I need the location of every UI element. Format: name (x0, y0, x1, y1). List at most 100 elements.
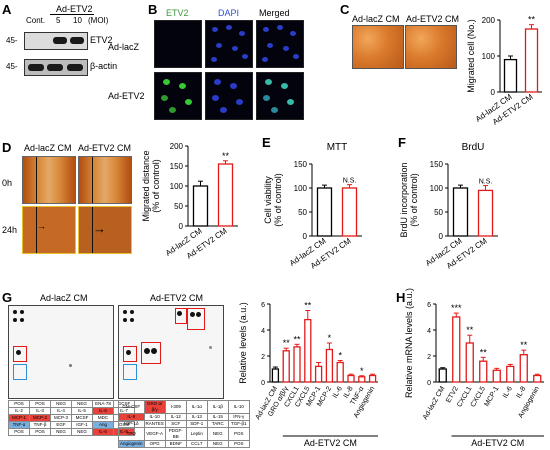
y-tick-label: 6 (261, 302, 265, 309)
array-table-cell: POS (227, 440, 250, 448)
y-axis-label: Migrated distance (141, 150, 151, 221)
array-table-cell: IL-5 (71, 407, 93, 415)
array-table-cell: CCL7 (185, 440, 208, 448)
array-table-cell: VEGF-A (143, 427, 166, 441)
bar (503, 58, 518, 93)
image-lacz-dapi (205, 20, 253, 68)
panel-h-label: H (396, 290, 406, 305)
bar (347, 374, 355, 383)
actin-band-3 (67, 64, 83, 71)
significance-label: ** (520, 340, 528, 350)
bar (314, 365, 323, 383)
y-tick-label: 150 (294, 160, 308, 169)
array-table-cell: IL-6 (92, 407, 114, 415)
y-tick-label: 50 (298, 208, 307, 217)
transwell-image-lacz (352, 25, 404, 69)
array-table-cell: IL-13 (185, 413, 208, 421)
bar (336, 361, 344, 383)
array-table-row: POS POS NEG NEG ENA-78 GCSF (8, 400, 135, 408)
y-tick-label: 2 (427, 354, 431, 361)
array-table-cell: IL-3 (29, 407, 51, 415)
image-etv2-dapi (205, 72, 253, 120)
bar (341, 187, 358, 237)
y-axis-label: Relative mRNA levels (a.u.) (404, 288, 414, 398)
y-tick-label: 100 (294, 184, 308, 193)
array-table-row: IL-8 IL-10 IL-12 IL-13 IL-15 IFN-γ (118, 413, 250, 421)
y-tick-label: 4 (261, 328, 265, 335)
bar (477, 189, 494, 237)
array-table-cell: TNF-α (8, 421, 30, 429)
bar (438, 368, 447, 383)
array-table-cell: IL-1α (185, 400, 208, 414)
time-label-0h: 0h (2, 178, 13, 188)
bar (452, 316, 461, 383)
bar (282, 350, 290, 383)
significance-label: ** (222, 151, 230, 161)
highlight-box-blue (123, 364, 137, 380)
etv2-band-5 (53, 37, 67, 44)
array-table-cell: OPG (143, 440, 166, 448)
array-table-cell: IL-4 (50, 407, 72, 415)
array-table-cell: MIP-1δ (118, 420, 145, 428)
array-table-cell: PDGF-BB (164, 427, 187, 441)
bar (217, 163, 234, 227)
panel-f-label: F (398, 135, 406, 150)
array-table-cell: POS (227, 427, 250, 441)
y-tick-label: 100 (482, 52, 496, 61)
array-label-etv2: Ad-ETV2 CM (150, 293, 204, 303)
chart-title: MTT (327, 142, 348, 153)
marker-45-top: 45- (6, 36, 18, 45)
group-label: Ad-ETV2 CM (471, 438, 524, 448)
array-table-cell: MCP-1 (8, 414, 30, 422)
chart-title: BrdU (462, 142, 485, 153)
significance-label: N.S. (479, 179, 493, 186)
wound-image-lacz-0h (22, 156, 76, 204)
array-table-row: TNF-α TNF-β EGF IGF-1 Ang OSM (8, 421, 135, 429)
wound-label-etv2: Ad-ETV2 CM (78, 143, 132, 153)
array-table-cell: MDC (92, 414, 114, 422)
chart-e: MTT Cell viability (% of control) 0 50 100 150… (263, 142, 362, 271)
array-table-cell: EGF (50, 421, 72, 429)
array-table-cell: MCP-2 (29, 414, 51, 422)
x-tick-label: IL-8 (515, 385, 527, 399)
array-table-cell: GM-CSF (118, 400, 145, 414)
y-tick-label: 4 (427, 328, 431, 335)
x-tick-label: IL-6 (332, 385, 344, 399)
highlight-box-red (13, 346, 27, 362)
array-table-row: IL-2 IL-3 IL-4 IL-5 IL-6 IL-7 (8, 407, 135, 415)
array-table-cell: IL-2 (8, 407, 30, 415)
y-tick-label: 150 (430, 160, 444, 169)
array-label-lacz: Ad-lacZ CM (40, 293, 88, 303)
array-table-cell: NEG (206, 440, 229, 448)
y-tick-label: 200 (482, 16, 496, 25)
array-table-cell: GRO α/β/γ (143, 400, 166, 414)
y-axis-label: Migrated cell (No.) (466, 19, 476, 93)
array-table-row: Angiogenin OPG BDNF CCL7 NEG POS (118, 440, 250, 448)
bar (519, 354, 528, 383)
array-table-cell: RANTES (143, 420, 166, 428)
x-tick-label: IL-6 (502, 385, 514, 399)
row-label-ad-lacz: Ad-lacZ (108, 42, 140, 52)
column-label-merged: Merged (259, 8, 290, 18)
wound-image-etv2-0h (78, 156, 132, 204)
array-table-cell: TARC (206, 420, 229, 428)
bar (533, 374, 542, 383)
array-table-cell: NEG (50, 428, 72, 436)
significance-label: * (328, 333, 332, 343)
y-axis-label: (% of control) (273, 173, 283, 227)
bar (316, 187, 333, 237)
panel-g-label: G (2, 290, 13, 305)
array-table-cell: Ang (92, 421, 114, 429)
actin-blot-strip (24, 59, 88, 76)
array-table-cell: SDF-1 (185, 420, 208, 428)
chart-h: Relative mRNA levels (a.u.) 0 2 4 6 Ad-lacZ C… (404, 288, 544, 448)
y-axis-label: (% of control) (409, 173, 419, 227)
array-layout-table-left: POS POS NEG NEG ENA-78 GCSF IL-2 IL-3 IL-4 IL-5 IL… (8, 400, 135, 436)
panel-b-label: B (148, 2, 158, 17)
y-tick-label: 200 (170, 142, 184, 151)
image-etv2-etv2 (154, 72, 202, 120)
array-table-cell: MCSF (71, 414, 93, 422)
y-tick-label: 50 (434, 208, 443, 217)
